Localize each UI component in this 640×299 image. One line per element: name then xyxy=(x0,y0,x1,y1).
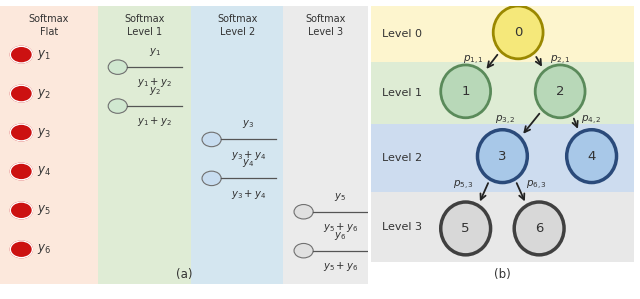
Text: $y_5 + y_6$: $y_5 + y_6$ xyxy=(323,221,358,234)
Circle shape xyxy=(10,85,33,102)
Text: 6: 6 xyxy=(535,222,543,235)
Text: 4: 4 xyxy=(588,150,596,163)
Text: Level 0: Level 0 xyxy=(381,29,422,39)
Text: $p_{3,2}$: $p_{3,2}$ xyxy=(495,113,515,126)
Circle shape xyxy=(10,241,33,258)
Circle shape xyxy=(202,132,221,147)
Bar xyxy=(97,6,191,284)
Text: $y_1 + y_2$: $y_1 + y_2$ xyxy=(137,76,172,89)
Circle shape xyxy=(294,205,313,219)
Bar xyxy=(0,6,97,284)
Circle shape xyxy=(202,171,221,186)
Text: 1: 1 xyxy=(461,85,470,98)
Circle shape xyxy=(10,124,33,141)
Text: $y_3 + y_4$: $y_3 + y_4$ xyxy=(231,187,266,201)
Text: Softmax
Level 1: Softmax Level 1 xyxy=(124,14,164,37)
Circle shape xyxy=(10,46,33,63)
Text: $p_{2,1}$: $p_{2,1}$ xyxy=(550,54,571,67)
Bar xyxy=(191,6,284,284)
Text: Level 2: Level 2 xyxy=(381,153,422,163)
Text: $y_2$: $y_2$ xyxy=(37,87,51,100)
Bar xyxy=(371,62,634,124)
Text: $y_3 + y_4$: $y_3 + y_4$ xyxy=(231,149,266,162)
Text: $y_4$: $y_4$ xyxy=(243,157,255,169)
Circle shape xyxy=(294,243,313,258)
Text: $p_{6,3}$: $p_{6,3}$ xyxy=(526,179,547,192)
Text: (b): (b) xyxy=(494,268,511,281)
Circle shape xyxy=(566,130,616,183)
Circle shape xyxy=(514,202,564,255)
Bar xyxy=(284,6,368,284)
Text: Softmax
Flat: Softmax Flat xyxy=(29,14,69,37)
Bar xyxy=(371,6,634,62)
Text: Softmax
Level 2: Softmax Level 2 xyxy=(217,14,257,37)
Text: $y_4$: $y_4$ xyxy=(37,164,51,179)
Circle shape xyxy=(10,202,33,219)
Text: $p_{1,1}$: $p_{1,1}$ xyxy=(463,54,484,67)
Circle shape xyxy=(441,202,491,255)
Text: $y_3$: $y_3$ xyxy=(37,126,51,140)
Circle shape xyxy=(493,6,543,59)
Circle shape xyxy=(477,130,527,183)
Text: 2: 2 xyxy=(556,85,564,98)
Text: $y_1 + y_2$: $y_1 + y_2$ xyxy=(137,115,172,128)
Text: $y_6$: $y_6$ xyxy=(334,230,346,242)
Bar xyxy=(371,192,634,262)
Text: $y_1$: $y_1$ xyxy=(37,48,51,62)
Circle shape xyxy=(441,65,491,118)
Text: Level 1: Level 1 xyxy=(381,88,422,98)
Text: $p_{5,3}$: $p_{5,3}$ xyxy=(452,179,474,192)
Text: Softmax
Level 3: Softmax Level 3 xyxy=(305,14,346,37)
Text: 0: 0 xyxy=(514,26,522,39)
Circle shape xyxy=(535,65,585,118)
Text: $y_5 + y_6$: $y_5 + y_6$ xyxy=(323,260,358,273)
Text: $y_1$: $y_1$ xyxy=(148,46,161,58)
Circle shape xyxy=(10,163,33,180)
Text: $y_5$: $y_5$ xyxy=(335,190,346,203)
Text: $y_3$: $y_3$ xyxy=(243,118,255,130)
Text: $y_6$: $y_6$ xyxy=(37,242,51,256)
Text: 5: 5 xyxy=(461,222,470,235)
Circle shape xyxy=(108,99,127,113)
Text: Level 3: Level 3 xyxy=(381,222,422,232)
Bar xyxy=(371,124,634,192)
Text: $y_2$: $y_2$ xyxy=(148,85,161,97)
Text: 3: 3 xyxy=(498,150,507,163)
Text: $y_5$: $y_5$ xyxy=(37,203,51,217)
Text: $p_{4,2}$: $p_{4,2}$ xyxy=(581,113,602,126)
Circle shape xyxy=(108,60,127,74)
Text: (a): (a) xyxy=(176,268,192,281)
